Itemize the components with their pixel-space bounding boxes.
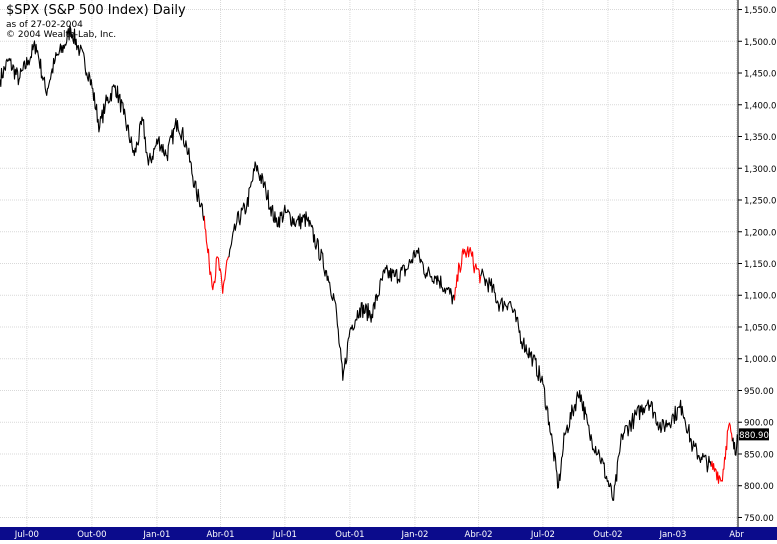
x-tick-label: Jul-02 [530, 530, 555, 540]
y-tick-label: 1,500.00 [744, 38, 777, 48]
last-value-box [739, 428, 769, 441]
x-tick-label: Abr-01 [207, 530, 235, 540]
y-tick-label: 850.00 [744, 450, 774, 460]
x-tick-label: Jul-00 [14, 530, 39, 540]
y-tick-label: 1,200.00 [744, 228, 777, 238]
y-tick-label: 950.00 [744, 387, 774, 397]
y-tick-label: 1,150.00 [744, 260, 777, 270]
price-line-segment [710, 422, 733, 484]
y-axis: 1,550.00 1,500.00 1,450.00 1,400.00 1,350.00… [737, 0, 777, 527]
y-tick-label: 1,350.00 [744, 133, 777, 143]
last-value-marker: 880.90 [739, 428, 769, 441]
price-line-segment [0, 24, 205, 221]
x-tick-label: Jan-02 [400, 530, 428, 540]
x-tick-label: Jan-03 [658, 530, 686, 540]
y-tick-label: 1,450.00 [744, 70, 777, 80]
x-tick-label: Out-02 [593, 530, 622, 540]
x-axis: Jul-00 Out-00 Jan-01 Abr-01 Jul-01 Out-01 Jan-… [0, 527, 777, 540]
x-tick-label: Abr-02 [465, 530, 493, 540]
y-tick-label: 1,550.00 [744, 6, 777, 16]
y-tick-label: 1,100.00 [744, 292, 777, 302]
y-tick-label: 800.00 [744, 482, 774, 492]
y-tick-label: 900.00 [744, 419, 774, 429]
as-of-label: as of 27-02-2004 [6, 20, 83, 30]
y-tick-label: 750.00 [744, 514, 774, 524]
x-tick-label: Jul-01 [272, 530, 297, 540]
price-line-segment [480, 268, 712, 501]
x-tick-label: Out-00 [77, 530, 106, 540]
y-tick-label: 1,300.00 [744, 165, 777, 175]
price-line-segment [228, 161, 456, 381]
x-axis-bar [0, 527, 777, 540]
y-tick-label: 1,050.00 [744, 323, 777, 333]
y-tick-label: 1,400.00 [744, 101, 777, 111]
x-tick-label: Out-01 [335, 530, 364, 540]
price-line-segment [453, 246, 482, 301]
price-series [0, 24, 738, 501]
y-tick-label: 1,000.00 [744, 355, 777, 365]
last-value-label: 880.90 [739, 431, 769, 441]
y-tick-label: 1,250.00 [744, 197, 777, 207]
chart-title: $SPX (S&P 500 Index) Daily [6, 3, 186, 18]
grid [0, 0, 738, 527]
price-line-segment [203, 215, 230, 294]
copyright-label: © 2004 Wealth-Lab, Inc. [6, 30, 117, 40]
x-tick-label: Jan-01 [142, 530, 170, 540]
price-line-segment [731, 434, 738, 456]
x-tick-label: Abr [729, 530, 744, 540]
